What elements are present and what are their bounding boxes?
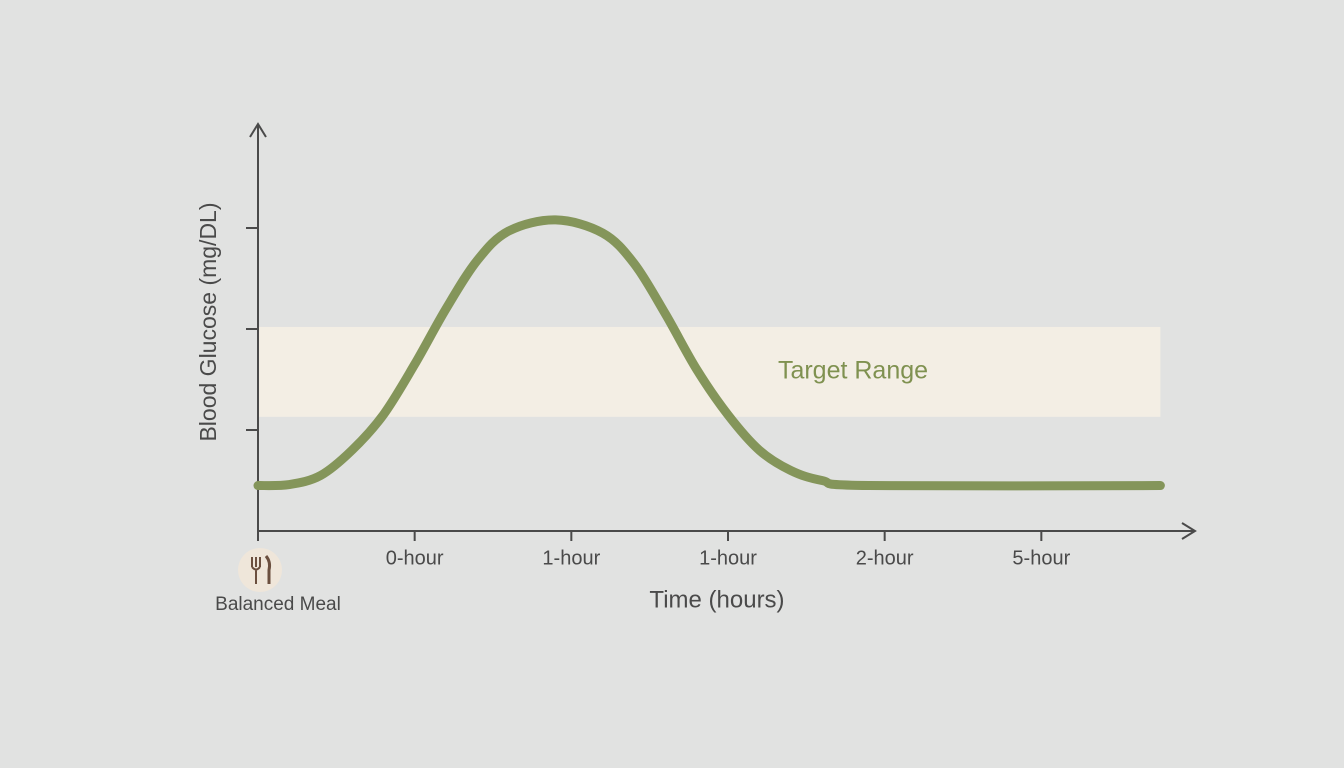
annotation: Balanced Meal [215, 594, 341, 615]
x-tick-label: 1-hour [542, 547, 600, 569]
y-axis-arrow [249, 122, 267, 138]
glucose-curve [253, 215, 1165, 491]
meal-icon [238, 548, 282, 592]
x-axis-arrow [1181, 522, 1197, 540]
x-tick-label: 2-hour [856, 547, 914, 569]
y-axis-label: Blood Glucose (mg/DL) [195, 202, 221, 441]
x-tick-label: 1-hour [699, 547, 757, 569]
x-tick-label: 0-hour [386, 547, 444, 569]
x-tick-label: 5-hour [1012, 547, 1070, 569]
x-axis-label: Time (hours) [649, 586, 784, 613]
target-range-label: Target Range [778, 357, 928, 385]
